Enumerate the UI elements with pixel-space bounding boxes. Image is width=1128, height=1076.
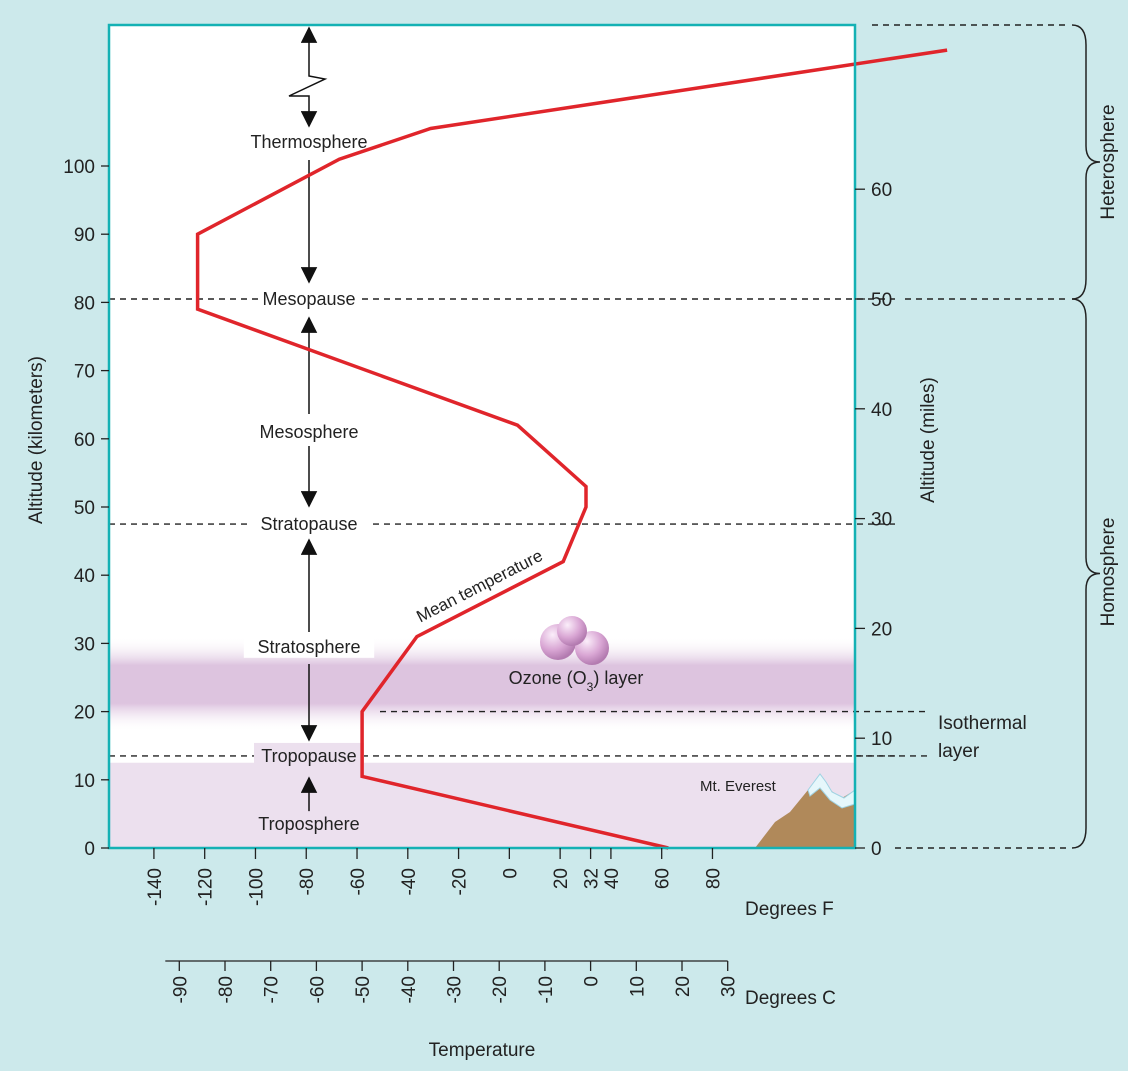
f-tick-label-7: 0 bbox=[500, 868, 521, 879]
x-axis-label: Temperature bbox=[429, 1040, 536, 1061]
c-tick-label-8: -10 bbox=[536, 976, 557, 1003]
fahrenheit-unit-label: Degrees F bbox=[745, 899, 834, 920]
c-tick-label-5: -40 bbox=[399, 976, 420, 1003]
c-tick-label-9: 0 bbox=[582, 976, 603, 987]
c-tick-label-11: 20 bbox=[673, 976, 694, 997]
km-tick-label-0: 0 bbox=[84, 839, 95, 860]
c-tick-label-3: -60 bbox=[307, 976, 328, 1003]
mile-tick-label-40: 40 bbox=[871, 400, 892, 421]
km-tick-label-80: 80 bbox=[74, 293, 95, 314]
km-tick-label-20: 20 bbox=[74, 703, 95, 724]
c-tick-label-4: -50 bbox=[353, 976, 374, 1003]
km-tick-label-90: 90 bbox=[74, 225, 95, 246]
km-tick-label-40: 40 bbox=[74, 566, 95, 587]
mile-tick-label-30: 30 bbox=[871, 510, 892, 531]
mile-tick-label-0: 0 bbox=[871, 839, 882, 860]
c-tick-label-7: -20 bbox=[490, 976, 511, 1003]
layer-label-stratopause: Stratopause bbox=[260, 514, 357, 534]
everest-label: Mt. Everest bbox=[700, 778, 777, 795]
km-tick-label-50: 50 bbox=[74, 498, 95, 519]
c-tick-label-10: 10 bbox=[627, 976, 648, 997]
ozone-band bbox=[109, 637, 855, 732]
ozone-atom-2 bbox=[557, 616, 587, 646]
f-tick-label-10: 40 bbox=[602, 868, 623, 889]
mile-tick-label-20: 20 bbox=[871, 619, 892, 640]
f-tick-label-1: -120 bbox=[196, 868, 217, 906]
km-tick-label-70: 70 bbox=[74, 362, 95, 383]
f-tick-label-5: -40 bbox=[399, 868, 420, 895]
y-axis-label-left: Altitude (kilometers) bbox=[26, 356, 47, 524]
f-tick-label-8: 20 bbox=[551, 868, 572, 889]
f-tick-label-11: 60 bbox=[653, 868, 674, 889]
f-tick-label-0: -140 bbox=[145, 868, 166, 906]
heterosphere-label: Heterosphere bbox=[1098, 104, 1119, 219]
c-tick-label-12: 30 bbox=[719, 976, 740, 997]
f-tick-label-12: 80 bbox=[703, 868, 724, 889]
c-tick-label-2: -70 bbox=[262, 976, 283, 1003]
mile-tick-label-10: 10 bbox=[871, 729, 892, 750]
layer-label-mesopause: Mesopause bbox=[262, 289, 355, 309]
c-tick-label-1: -80 bbox=[216, 976, 237, 1003]
layer-label-troposphere: Troposphere bbox=[258, 814, 359, 834]
km-tick-label-10: 10 bbox=[74, 771, 95, 792]
layer-label-tropopause: Tropopause bbox=[261, 746, 356, 766]
f-tick-label-6: -20 bbox=[450, 868, 471, 895]
km-tick-label-30: 30 bbox=[74, 634, 95, 655]
layer-label-stratosphere: Stratosphere bbox=[257, 637, 360, 657]
layer-label-thermosphere: Thermosphere bbox=[250, 132, 367, 152]
f-tick-label-9: 32 bbox=[582, 868, 603, 889]
km-tick-label-100: 100 bbox=[63, 157, 95, 178]
layer-label-mesosphere: Mesosphere bbox=[259, 422, 358, 442]
isothermal-label-line1: Isothermal bbox=[938, 713, 1027, 734]
km-tick-label-60: 60 bbox=[74, 430, 95, 451]
y-axis-label-right: Altitude (miles) bbox=[918, 377, 939, 503]
celsius-unit-label: Degrees C bbox=[745, 988, 836, 1009]
mile-tick-label-50: 50 bbox=[871, 290, 892, 311]
f-tick-label-3: -80 bbox=[297, 868, 318, 895]
f-tick-label-2: -100 bbox=[246, 868, 267, 906]
f-tick-label-4: -60 bbox=[348, 868, 369, 895]
isothermal-label-line2: layer bbox=[938, 741, 980, 762]
c-tick-label-0: -90 bbox=[170, 976, 191, 1003]
homosphere-label: Homosphere bbox=[1098, 518, 1119, 627]
c-tick-label-6: -30 bbox=[445, 976, 466, 1003]
mile-tick-label-60: 60 bbox=[871, 180, 892, 201]
